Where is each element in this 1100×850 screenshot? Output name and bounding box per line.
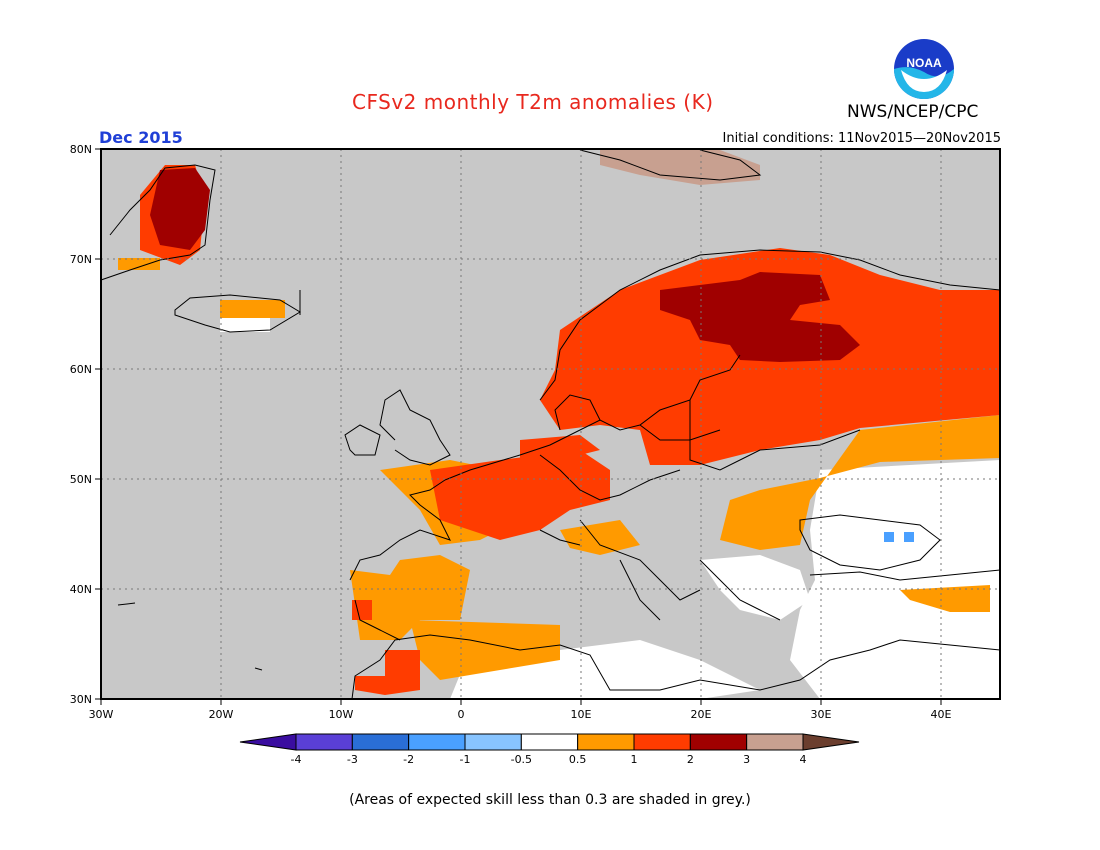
lat-label-40n: 40N	[70, 583, 92, 596]
colorbar-label: -1	[460, 753, 471, 766]
lat-label-30n: 30N	[70, 693, 92, 706]
lat-label-80n: 80N	[70, 143, 92, 156]
colorbar-swatch	[746, 733, 804, 751]
lon-label-20e: 20E	[691, 708, 712, 721]
colorbar-label: 3	[743, 753, 750, 766]
colorbar-swatch	[408, 733, 466, 751]
axis-ticks	[95, 148, 942, 705]
lat-label-70n: 70N	[70, 253, 92, 266]
colorbar-swatch	[464, 733, 522, 751]
colorbar-arrow-high	[802, 733, 860, 751]
colorbar-label: 4	[800, 753, 807, 766]
colorbar-swatch	[351, 733, 410, 751]
lon-label-0: 0	[458, 708, 465, 721]
coastlines	[100, 149, 1001, 700]
anomaly-darkred-regions	[150, 168, 860, 362]
footnote: (Areas of expected skill less than 0.3 a…	[349, 792, 751, 808]
colorbar-swatch	[689, 733, 748, 751]
initial-conditions: Initial conditions: 11Nov2015—20Nov2015	[722, 131, 1002, 146]
graticule	[101, 149, 1000, 699]
colorbar-swatch	[295, 733, 353, 751]
colorbar-swatch	[520, 733, 579, 751]
lon-label-10w: 10W	[329, 708, 354, 721]
colorbar-label: 2	[687, 753, 694, 766]
lon-label-10e: 10E	[571, 708, 592, 721]
colorbar: -4 -3 -2 -1 -0.5 0.5 1 2 3 4	[239, 733, 860, 766]
agency-label: NWS/NCEP/CPC	[847, 102, 979, 122]
colorbar-label: -4	[291, 753, 302, 766]
anomaly-tan-regions	[600, 150, 760, 185]
colorbar-swatch	[577, 733, 635, 751]
colorbar-label: 0.5	[569, 753, 587, 766]
lat-label-50n: 50N	[70, 473, 92, 486]
colorbar-label: -3	[347, 753, 358, 766]
lon-label-30w: 30W	[89, 708, 114, 721]
lon-label-40e: 40E	[931, 708, 952, 721]
noaa-logo: NOAA	[893, 38, 955, 100]
page-title: CFSv2 monthly T2m anomalies (K)	[352, 90, 714, 114]
anomaly-blue-spots	[884, 532, 914, 542]
lon-label-30e: 30E	[811, 708, 832, 721]
lat-label-60n: 60N	[70, 363, 92, 376]
colorbar-label: -2	[403, 753, 414, 766]
forecast-month: Dec 2015	[99, 128, 183, 147]
colorbar-label: -0.5	[511, 753, 532, 766]
svg-text:NOAA: NOAA	[906, 56, 942, 70]
colorbar-label: 1	[631, 753, 638, 766]
colorbar-swatch	[633, 733, 691, 751]
colorbar-arrow-low	[239, 733, 297, 751]
map-frame	[100, 148, 1001, 700]
lon-label-20w: 20W	[209, 708, 234, 721]
